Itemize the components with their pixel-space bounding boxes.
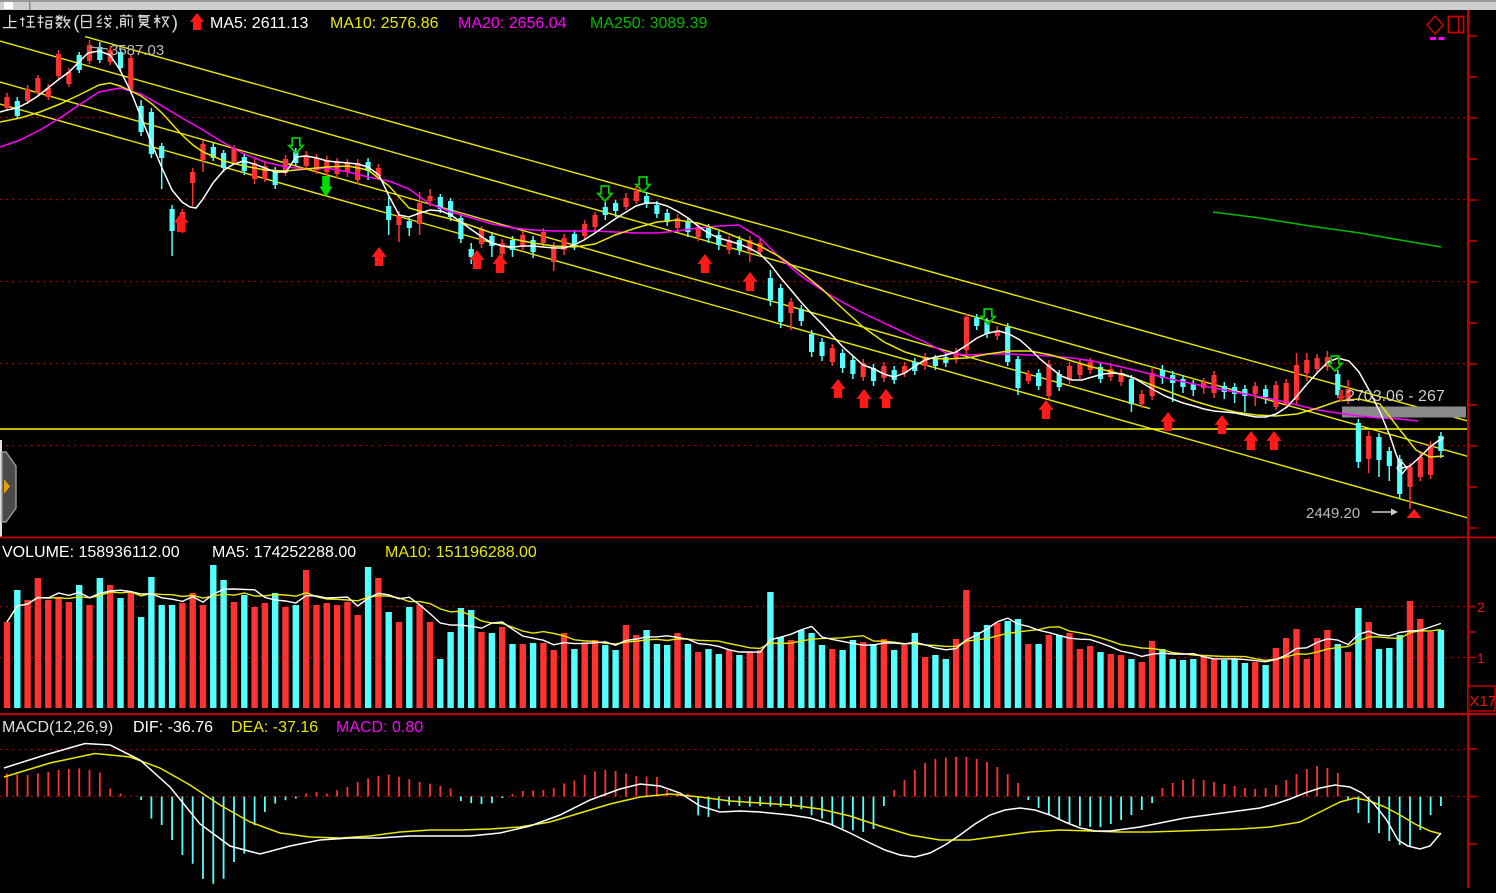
svg-text:MA5: 174252288.00: MA5: 174252288.00	[212, 544, 356, 561]
svg-text:DEA: -37.16: DEA: -37.16	[231, 719, 318, 736]
svg-text:DIF: -36.76: DIF: -36.76	[133, 719, 213, 736]
svg-text:2703.06 - 267: 2703.06 - 267	[1346, 388, 1445, 405]
svg-text:MACD: 0.80: MACD: 0.80	[336, 719, 423, 736]
svg-text:2449.20: 2449.20	[1306, 505, 1360, 522]
svg-text:MA20: 2656.04: MA20: 2656.04	[458, 15, 567, 32]
svg-text:1: 1	[1477, 650, 1485, 666]
svg-text:MA10: 151196288.00: MA10: 151196288.00	[385, 544, 537, 561]
svg-text:2: 2	[1477, 599, 1485, 615]
svg-text:(: (	[73, 11, 80, 32]
svg-text:MA250: 3089.39: MA250: 3089.39	[590, 15, 708, 32]
svg-text:VOLUME: 158936112.00: VOLUME: 158936112.00	[2, 544, 180, 561]
svg-text:.: .	[114, 11, 119, 32]
svg-text:X17: X17	[1470, 693, 1496, 710]
svg-text:3587.03: 3587.03	[110, 42, 164, 59]
svg-text:MA5: 2611.13: MA5: 2611.13	[210, 15, 309, 32]
svg-text:MACD(12,26,9): MACD(12,26,9)	[2, 719, 113, 736]
svg-text:): )	[172, 11, 178, 32]
svg-text:MA10: 2576.86: MA10: 2576.86	[330, 15, 439, 32]
